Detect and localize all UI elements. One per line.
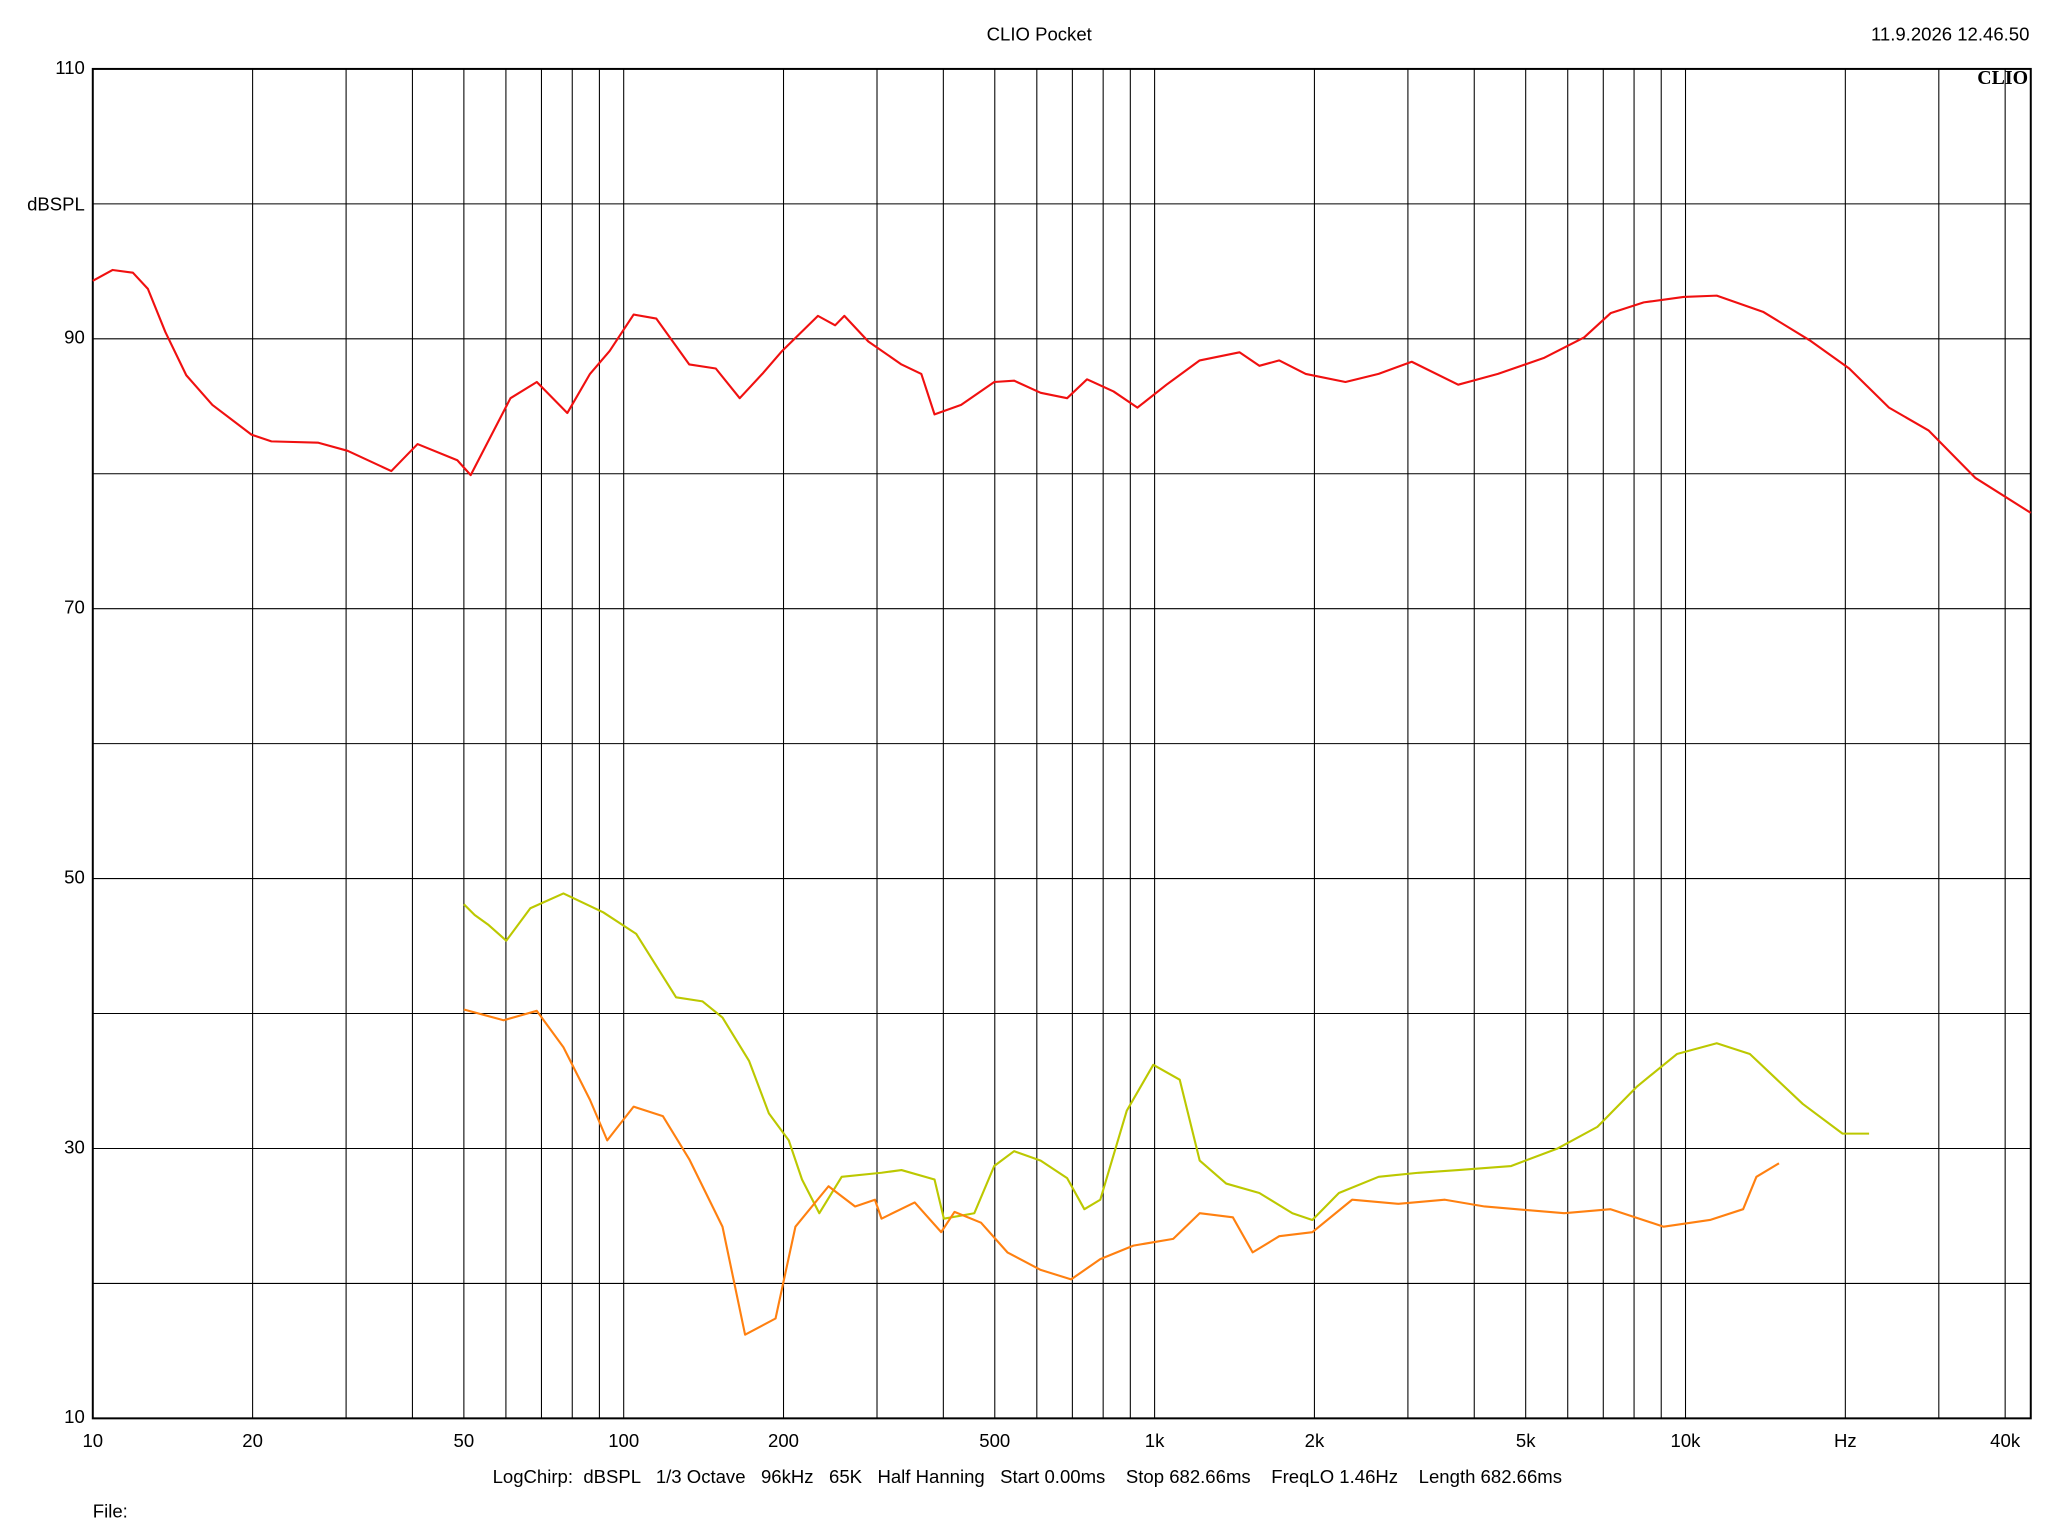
timestamp: 11.9.2026 12.46.50 <box>1871 24 2029 45</box>
y-axis-label: dBSPL <box>27 193 85 214</box>
x-tick-label: 10 <box>82 1430 103 1451</box>
logo: CLIO <box>1977 67 2028 89</box>
y-tick-label: 110 <box>55 57 85 78</box>
x-tick-label: 50 <box>454 1430 475 1451</box>
file-label: File: <box>93 1500 128 1521</box>
x-tick-label: 2k <box>1305 1430 1325 1451</box>
x-tick-label: 1k <box>1145 1430 1165 1451</box>
x-tick-label: 500 <box>979 1430 1010 1451</box>
y-tick-label: 30 <box>64 1136 85 1157</box>
x-tick-label: 40k <box>1990 1430 2021 1451</box>
y-tick-label: 10 <box>64 1406 85 1427</box>
x-tick-label: Hz <box>1834 1430 1857 1451</box>
x-tick-label: 100 <box>608 1430 639 1451</box>
series-line <box>463 1008 1780 1336</box>
y-tick-label: 90 <box>64 327 85 348</box>
y-tick-label: 50 <box>64 866 85 887</box>
plot-frame <box>91 67 2032 1420</box>
y-tick-label: 70 <box>64 597 85 618</box>
x-tick-label: 20 <box>242 1430 263 1451</box>
x-tick-label: 10k <box>1671 1430 1702 1451</box>
x-tick-label: 200 <box>768 1430 799 1451</box>
x-tick-label: 5k <box>1516 1430 1536 1451</box>
chart-title: CLIO Pocket <box>987 24 1093 45</box>
series-line <box>92 268 2032 514</box>
footer: LogChirp: dBSPL 1/3 Octave 96kHz 65K Hal… <box>493 1466 1562 1487</box>
series-line <box>463 892 1870 1222</box>
